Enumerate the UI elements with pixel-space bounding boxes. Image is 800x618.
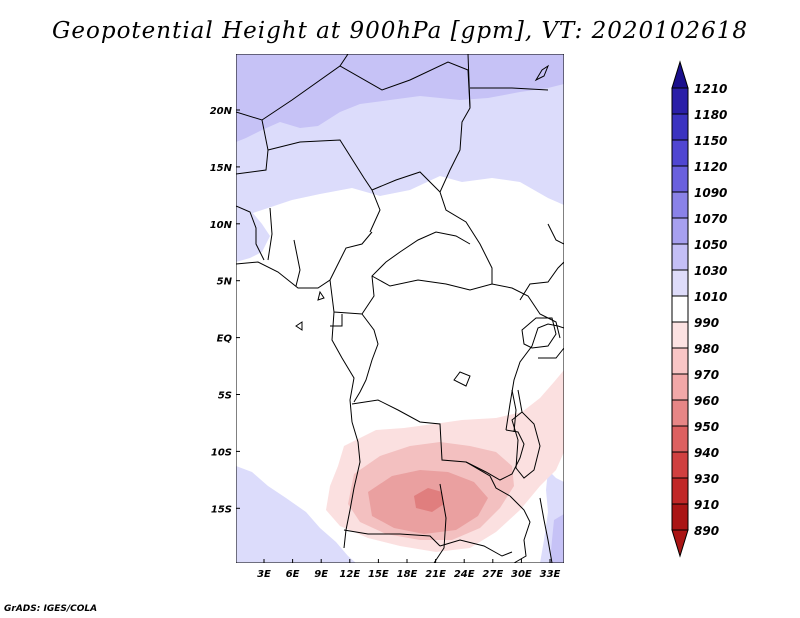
colorbar-segment	[671, 191, 689, 219]
lat-label: 10S	[211, 447, 232, 458]
shade-high-southeast-1030	[550, 514, 564, 563]
colorbar-label: 950	[694, 420, 719, 434]
colorbar-label: 890	[694, 524, 719, 538]
lat-label: 5S	[218, 391, 232, 402]
colorbar-segment	[671, 477, 689, 505]
colorbar-label: 1050	[694, 238, 727, 252]
lon-label: 21E	[425, 569, 446, 580]
colorbar-label: 970	[694, 368, 719, 382]
colorbar-segment	[671, 243, 689, 271]
lat-label: 15S	[211, 504, 232, 515]
colorbar-label: 1120	[694, 160, 727, 174]
colorbar-bottom-cap	[671, 529, 689, 558]
colorbar-label: 960	[694, 394, 719, 408]
colorbar-segment	[671, 269, 689, 297]
colorbar-segment	[671, 347, 689, 375]
colorbar-label: 910	[694, 498, 719, 512]
colorbar-segment	[671, 503, 689, 531]
colorbar: 1210 1180 1150 1120 1090 1070 1050 1030 1010 990 9…	[671, 60, 727, 558]
lon-label: 33E	[540, 569, 561, 580]
map-panel	[236, 54, 564, 563]
lat-label: 20N	[210, 106, 233, 117]
colorbar-label: 1150	[694, 134, 727, 148]
colorbar-segment	[671, 399, 689, 427]
shade-high-west-1010	[236, 212, 270, 262]
colorbar-segment	[671, 321, 689, 349]
map-title: Geopotential Height at 900hPa [gpm], VT:…	[52, 18, 748, 44]
colorbar-label: 930	[694, 472, 719, 486]
colorbar-segment	[671, 425, 689, 453]
colorbar-label: 1210	[694, 82, 727, 96]
colorbar-label: 1180	[694, 108, 727, 122]
lon-label: 15E	[368, 569, 389, 580]
colorbar-label: 940	[694, 446, 719, 460]
lon-label: 30E	[511, 569, 532, 580]
lon-label: 18E	[397, 569, 418, 580]
latitude-axis: 20N 15N 10N 5N EQ 5S 10S 15S	[210, 106, 240, 515]
colorbar-label: 980	[694, 342, 719, 356]
colorbar-segment	[671, 373, 689, 401]
shade-high-southwest-1010	[236, 466, 356, 563]
colorbar-segment	[671, 113, 689, 141]
colorbar-segment	[671, 217, 689, 245]
colorbar-label: 1090	[694, 186, 727, 200]
country-borders	[236, 54, 564, 563]
lon-label: 3E	[257, 569, 271, 580]
lon-label: 12E	[339, 569, 360, 580]
colorbar-segment	[671, 165, 689, 193]
lon-label: 9E	[314, 569, 328, 580]
lon-label: 27E	[482, 569, 503, 580]
colorbar-label: 1010	[694, 290, 727, 304]
colorbar-label: 990	[694, 316, 719, 330]
shade-low-940	[414, 488, 444, 512]
lon-label: 6E	[286, 569, 300, 580]
longitude-axis: 3E 6E 9E 12E 15E 18E 21E 24E 27E 30E 33E	[257, 559, 561, 580]
shade-high-north-1030	[236, 54, 564, 142]
colorbar-top-cap	[671, 60, 689, 89]
lon-label: 24E	[454, 569, 475, 580]
grads-credit: GrADS: IGES/COLA	[4, 604, 98, 614]
colorbar-segment	[671, 451, 689, 479]
colorbar-label: 1070	[694, 212, 727, 226]
lat-label: 5N	[217, 277, 233, 288]
lat-label: 10N	[210, 220, 233, 231]
lat-label: EQ	[217, 334, 233, 345]
colorbar-segment	[671, 87, 689, 115]
lat-label: 15N	[210, 163, 233, 174]
colorbar-label: 1030	[694, 264, 727, 278]
colorbar-segment	[671, 295, 689, 323]
colorbar-segment	[671, 139, 689, 167]
